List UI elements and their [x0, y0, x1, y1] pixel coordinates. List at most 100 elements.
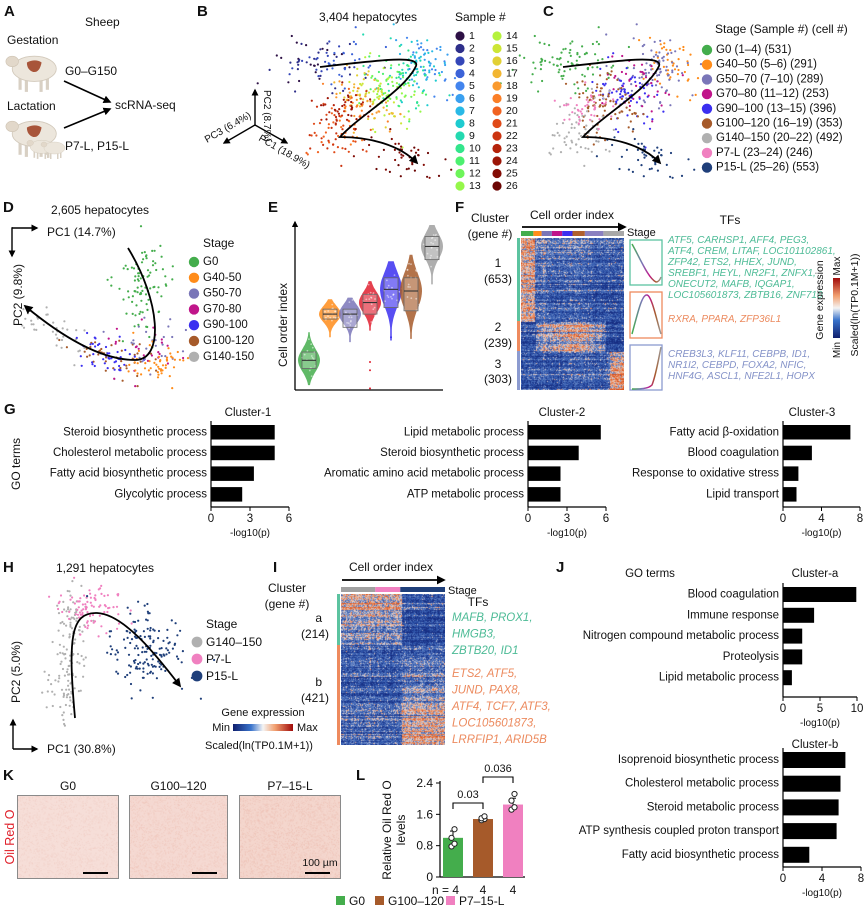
scatter-point	[66, 328, 69, 331]
tf-list-line: JUND, PAX8,	[451, 685, 521, 697]
scatter-point	[569, 147, 572, 150]
violin-point	[372, 292, 375, 294]
scatter-point	[532, 61, 535, 64]
scatter-point	[663, 42, 666, 45]
scatter-point	[141, 651, 144, 654]
go-term-label: Lipid metabolic process	[404, 426, 524, 438]
scatter-point	[518, 54, 521, 57]
scatter-point	[400, 145, 403, 148]
scatter-point	[160, 647, 163, 650]
scatter-point	[129, 641, 132, 645]
scatter-point	[160, 654, 163, 657]
scatter-point	[345, 99, 348, 102]
scatter-point	[173, 358, 176, 361]
scatter-point	[81, 630, 84, 633]
scatter-point	[596, 83, 599, 86]
scatter-point	[108, 635, 111, 638]
scatter-point	[355, 118, 358, 121]
scatter-point	[340, 53, 343, 56]
legend-swatch	[492, 106, 502, 116]
scatter-point	[60, 660, 63, 663]
scatter-point	[612, 98, 615, 101]
scatter-point	[586, 103, 589, 106]
cluster-name: 1	[495, 256, 502, 270]
trend-curve-group	[631, 294, 662, 335]
scatter-point	[93, 620, 97, 623]
scatter-point	[399, 87, 402, 90]
scatter-point	[314, 71, 317, 74]
box	[342, 308, 358, 328]
scatter-point	[149, 626, 152, 630]
y-axis-label: Relative Oil Red O	[380, 780, 394, 879]
scatter-point	[118, 339, 121, 342]
scatter-point	[78, 662, 81, 665]
scatter-point	[586, 68, 590, 71]
scatter-point	[612, 52, 615, 55]
scatter-point	[635, 84, 638, 87]
panel-label-k: K	[3, 767, 14, 784]
scatter-point	[360, 109, 363, 112]
violin-point	[333, 301, 336, 303]
scatter-point	[352, 40, 355, 43]
colorbar	[233, 724, 293, 731]
panel-label-d: D	[3, 199, 14, 216]
scatter-point	[373, 78, 376, 81]
legend-swatch	[188, 351, 200, 362]
scatter-point	[614, 128, 618, 131]
legend-swatch	[455, 143, 465, 154]
legend-label: G140-150	[203, 351, 254, 363]
scatter-point	[169, 352, 172, 355]
legend-swatch	[492, 93, 502, 104]
scatter-point	[370, 76, 373, 79]
scatter-point	[82, 658, 85, 661]
scatter-point	[151, 264, 155, 267]
scatter-point	[601, 94, 605, 97]
scatter-point	[98, 605, 101, 608]
scatter-point	[651, 118, 654, 121]
scatter-point	[343, 110, 346, 113]
colorbar-title: Gene expression	[814, 260, 826, 340]
scatter-point	[318, 122, 322, 125]
scatter-point	[298, 79, 301, 83]
scatter-point	[92, 605, 95, 608]
violin-point	[310, 355, 313, 357]
scatter-point	[46, 313, 49, 316]
scatter-point	[696, 77, 700, 80]
scatter-point	[124, 646, 127, 650]
scatter-point	[78, 600, 81, 603]
scatter-point	[558, 134, 561, 137]
scatter-point	[320, 70, 323, 73]
legend-label: 21	[506, 118, 518, 130]
scatter-point	[417, 86, 420, 89]
scatter-point	[666, 52, 670, 55]
scatter-point	[118, 368, 121, 371]
n-label: 4	[480, 883, 487, 897]
panel-label-b: B	[197, 3, 208, 20]
scatter-point	[320, 118, 323, 121]
x-tick-label: 0	[780, 873, 786, 885]
stage-bar-segment	[375, 587, 401, 592]
violin-point	[370, 297, 373, 299]
stage-label: Stage	[448, 585, 477, 597]
scatter-point	[378, 84, 381, 87]
scatter-point	[86, 595, 89, 598]
scatter-point	[652, 55, 656, 58]
scatter-point	[689, 99, 692, 102]
scatter-point	[656, 80, 659, 83]
scatter-point	[296, 68, 299, 71]
scatter-point	[148, 344, 151, 347]
scatter-point	[407, 167, 410, 170]
scatter-point	[645, 154, 648, 157]
scatter-point	[632, 67, 636, 70]
go-term-label: Immune response	[687, 609, 779, 621]
scatter-point	[116, 658, 119, 661]
scatter-point	[54, 333, 58, 336]
scatter-point	[120, 349, 123, 352]
scatter-point	[290, 34, 293, 38]
scatter-point	[423, 52, 427, 55]
scatter-point	[93, 336, 96, 339]
scatter-point	[65, 670, 69, 674]
tf-list-line: LRRFIP1, ARID5B	[452, 734, 547, 746]
scatter-point	[365, 90, 368, 93]
trend-curve-group	[631, 243, 662, 283]
